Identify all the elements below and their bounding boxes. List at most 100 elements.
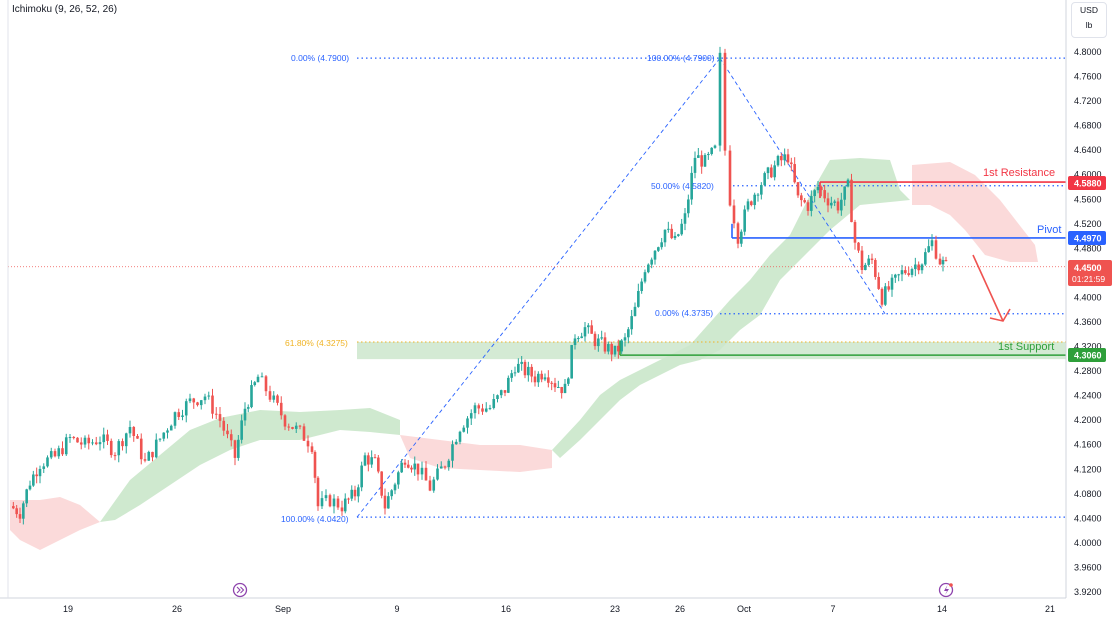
candle-body (222, 420, 226, 431)
candle-body (537, 373, 540, 383)
candle-body (924, 252, 927, 265)
candle-body (910, 269, 914, 275)
candle-body (264, 376, 268, 392)
candle-body (18, 514, 22, 519)
candle-body (880, 288, 884, 305)
fib-golden-zone (357, 341, 1066, 360)
x-axis[interactable]: 19 26 Sep 9 16 23 26 Oct 7 14 21 (63, 604, 1055, 614)
candle-body (199, 400, 203, 406)
y-tick-label: 3.9600 (1074, 562, 1102, 572)
candle-body (177, 412, 181, 417)
candle-body (246, 407, 250, 409)
y-tick-label: 4.4000 (1074, 292, 1102, 302)
fib-label-50: 50.00% (4.5820) (651, 181, 714, 191)
candle-body (523, 361, 527, 376)
candle-body (590, 325, 593, 334)
candle-body (173, 412, 177, 426)
candle-body (169, 425, 173, 431)
candle-body (373, 457, 377, 459)
candle-body (12, 506, 15, 509)
support-tag-bg (1068, 348, 1106, 362)
y-tick-label: 4.0800 (1074, 489, 1102, 499)
y-tick-label: 4.2800 (1074, 366, 1102, 376)
axes (0, 0, 1067, 599)
candle-body (413, 463, 417, 470)
candle-body (657, 247, 660, 251)
price-tag-labels: 4.5880 4.4970 4.4500 01:21:59 4.3060 (1068, 176, 1112, 362)
x-tick-label: 21 (1045, 604, 1055, 614)
candle-body (49, 451, 53, 458)
candle-body (941, 260, 945, 265)
level-labels: 1st Resistance Pivot 1st Support (983, 167, 1061, 353)
candle-body (736, 223, 740, 244)
candle-body (763, 173, 766, 186)
cloud-bear (912, 162, 1038, 262)
candle-body (124, 433, 128, 447)
lightning-icon[interactable] (938, 582, 954, 598)
candle-body (690, 172, 693, 200)
candle-body (113, 455, 117, 457)
resistance-tag: 4.5880 (1074, 179, 1102, 189)
candle-body (102, 434, 106, 443)
candle-body (773, 165, 776, 178)
candle-body (367, 455, 370, 465)
candle-body (693, 157, 697, 173)
candles (12, 46, 948, 525)
candle-body (87, 437, 91, 444)
x-tick-label: 16 (501, 604, 511, 614)
candle-body (458, 431, 462, 442)
x-tick-label: 26 (675, 604, 685, 614)
candle-body (28, 485, 32, 490)
candle-body (510, 373, 513, 378)
candle-body (192, 398, 196, 403)
y-axis[interactable]: 4.8000 4.7600 4.7200 4.6800 4.6400 4.6000 4.56… (1074, 47, 1102, 597)
candle-body (707, 153, 710, 156)
y-tick-label: 4.7600 (1074, 72, 1102, 82)
candle-body (424, 467, 428, 481)
candle-body (930, 240, 934, 247)
indicator-label[interactable]: Ichimoku (9, 26, 52, 26) (12, 4, 118, 15)
candle-body (813, 190, 816, 197)
candle-body (587, 325, 590, 328)
support-tag: 4.3060 (1074, 351, 1102, 361)
candle-body (746, 201, 750, 210)
candle-body (360, 465, 363, 488)
candle-body (557, 386, 560, 388)
y-tick-label: 4.5200 (1074, 219, 1102, 229)
candle-body (294, 425, 298, 429)
candle-body (573, 338, 577, 346)
candle-body (900, 270, 904, 275)
candle-body (790, 162, 793, 165)
candle-body (184, 401, 188, 416)
candle-body (864, 264, 867, 270)
candle-body (610, 344, 613, 355)
fib-label-top-left: 0.00% (4.7900) (291, 53, 349, 63)
x-tick-label: Oct (737, 604, 752, 614)
candle-body (128, 426, 132, 434)
candle-body (786, 154, 790, 163)
candle-body (527, 366, 530, 376)
candle-body (291, 427, 294, 429)
cloud-bear (400, 435, 552, 472)
candle-body (428, 480, 432, 491)
current-price-tag-bg (1068, 260, 1112, 286)
candle-body (607, 344, 610, 352)
candle-body (513, 372, 517, 374)
unit-selector[interactable]: USD lb (1071, 2, 1107, 38)
y-tick-label: 4.7200 (1074, 96, 1102, 106)
candle-body (181, 415, 184, 417)
pivot-label: Pivot (1037, 224, 1061, 236)
candle-body (907, 273, 910, 275)
candle-body (617, 345, 620, 352)
candle-body (756, 194, 760, 196)
candle-body (680, 223, 683, 235)
candle-body (393, 484, 397, 491)
candle-body (533, 376, 537, 383)
pivot-tag-bg (1068, 231, 1106, 245)
replay-icon[interactable] (232, 582, 248, 598)
candle-body (250, 385, 253, 408)
candle-body (279, 402, 283, 416)
candle-body (240, 420, 243, 440)
candle-body (106, 434, 109, 441)
